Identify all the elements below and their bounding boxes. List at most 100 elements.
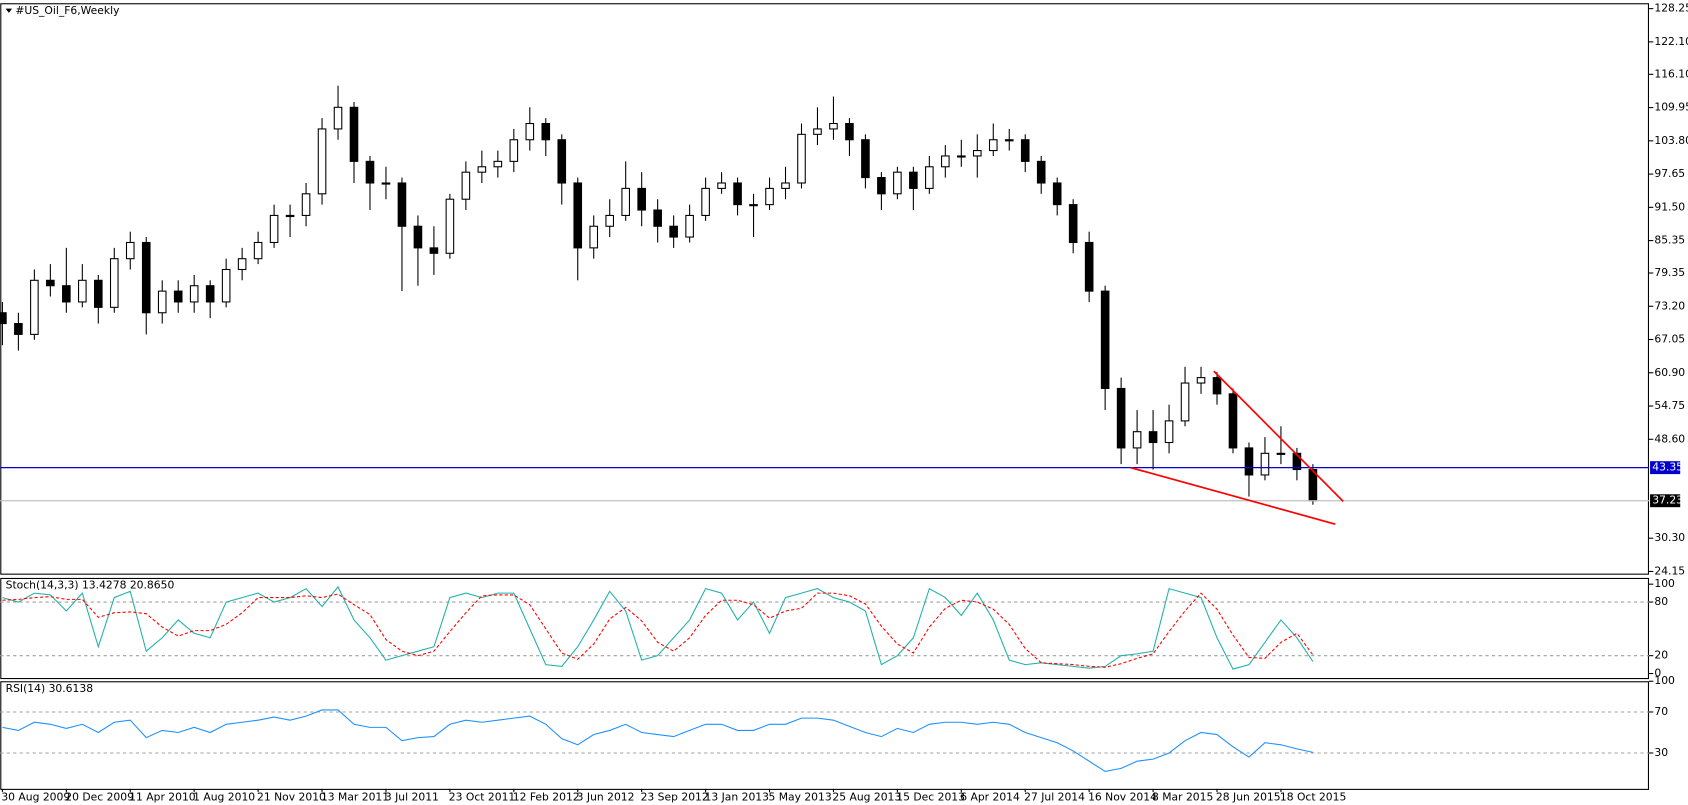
candle-body [237,258,247,271]
candle-body [765,187,774,206]
candle-body [461,171,471,200]
candle-body [1020,139,1030,162]
y-tick-label: 79.35 [1654,266,1685,279]
candle-body [941,155,950,168]
candle-body [173,290,183,303]
y-tick-label: 91.50 [1654,200,1685,213]
candle-body [317,128,327,195]
candle-body [813,128,822,135]
candle-body [493,160,503,168]
candle-body [1148,431,1158,444]
candle-body [1084,241,1094,292]
candle-body [93,279,103,308]
candle-body [988,139,998,152]
x-tick-label: 23 Oct 2011 [449,790,515,803]
candle-body [1212,377,1222,395]
y-tick-label: 100 [1654,674,1675,687]
candle-body [141,241,151,314]
candle-body [1180,382,1190,422]
candle-body [733,182,742,206]
x-tick-label: 13 Mar 2011 [321,790,389,803]
candle-body [781,182,790,189]
candle-body [205,285,215,303]
candle-body [365,160,375,184]
y-tick-label: 0 [1654,667,1661,680]
x-tick-label: 11 Apr 2010 [129,790,196,803]
candle-body [477,166,487,173]
y-tick-label: 122.10 [1654,35,1688,48]
y-tick-label: 24.15 [1654,564,1685,577]
candle-body [445,198,455,254]
candle-body [509,139,519,162]
main-panel-frame [0,3,1649,575]
candle-body [62,285,71,303]
x-tick-label: 6 Apr 2014 [960,790,1020,803]
title-arrow [5,8,13,13]
y-tick-label: 128.25 [1654,2,1688,15]
x-tick-label: 27 Jul 2014 [1024,790,1085,803]
candle-body [253,241,263,260]
x-tick-label: 3 Jul 2011 [385,790,439,803]
y-tick-label: 20 [1654,649,1668,662]
candle-body [157,290,167,314]
price-label: 43.35 [1652,461,1683,474]
stoch-panel-frame [0,577,1649,680]
candle-body [637,187,646,211]
candle-body [877,177,886,195]
candle-body [685,214,694,238]
candle-body [1004,139,1014,142]
candle-body [1292,452,1302,471]
stoch-title: Stoch(14,3,3) 13.4278 20.8650 [6,578,175,591]
trendline [1130,466,1336,525]
y-tick-label: 70 [1654,705,1668,718]
candle-body [701,187,710,216]
candle-body [653,209,662,227]
trendline [1213,370,1344,503]
candle-body [429,247,439,254]
candle-body [1228,393,1238,449]
candle-body [1244,447,1254,476]
x-tick-label: 25 Aug 2013 [832,790,901,803]
candle-body [573,182,583,249]
candle-body [14,323,23,335]
candle-body [1052,182,1062,206]
y-tick-label: 30.30 [1654,531,1685,544]
candle-body [269,214,279,244]
x-tick-label: 30 Aug 2009 [1,790,70,803]
candle-body [285,214,295,218]
y-tick-label: 60.90 [1654,366,1685,379]
y-tick-label: 48.60 [1654,432,1685,445]
price-label-box [1650,461,1681,475]
candle-body [189,285,199,303]
x-tick-label: 3 Jun 2012 [577,790,635,803]
y-tick-label: 80 [1654,595,1668,608]
candle-body [109,258,119,308]
price-label-box [1650,494,1681,508]
x-tick-label: 12 Feb 2012 [513,790,580,803]
candle-body [46,279,55,287]
x-tick-label: 23 Sep 2012 [641,790,709,803]
candle-body [1116,387,1126,449]
candle-body [301,193,311,216]
rsi-title: RSI(14) 30.6138 [6,682,94,695]
candle-body [333,106,343,130]
y-tick-label: 54.75 [1654,399,1685,412]
candle-body [1276,452,1286,455]
x-tick-label: 28 Jun 2015 [1216,790,1281,803]
y-tick-label: 73.20 [1654,299,1685,312]
candle-body [1196,377,1206,384]
candle-body [1036,160,1046,184]
y-tick-label: 116.10 [1654,67,1688,80]
x-tick-label: 20 Dec 2009 [65,790,134,803]
x-tick-label: 8 Mar 2015 [1152,790,1213,803]
candle-body [669,225,678,238]
candle-body [541,122,551,141]
candle-body [78,279,87,303]
candle-body [605,214,615,227]
candle-body [381,182,391,185]
candle-body [30,279,39,335]
candle-body [621,187,630,216]
candle-body [1164,420,1174,444]
price-label: 37.23 [1652,494,1683,507]
